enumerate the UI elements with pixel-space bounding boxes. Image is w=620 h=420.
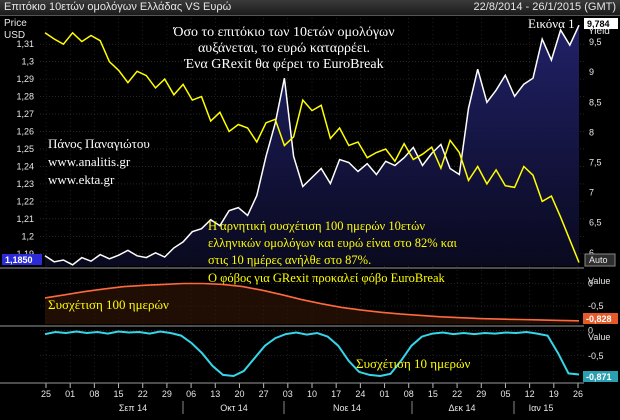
corr100-panel-label: Συσχέτιση 100 ημερών bbox=[48, 297, 169, 312]
series-lines bbox=[44, 24, 580, 378]
corr100-area bbox=[45, 283, 579, 324]
note-line-1: Η αρνητική συσχέτιση 100 ημερών 10ετών bbox=[208, 219, 425, 233]
left-axis-label-price: Price bbox=[4, 18, 27, 29]
left-tick-label: 1,27 bbox=[16, 109, 34, 119]
left-tick-label: 1,26 bbox=[16, 127, 34, 137]
corr10-tick-label: 0 bbox=[588, 326, 593, 336]
x-day-label: 27 bbox=[259, 389, 269, 399]
right-tick-label: 9 bbox=[589, 67, 594, 77]
corr10-current-value: -0,871 bbox=[586, 372, 612, 382]
headline-line-1: Όσο το επιτόκιο των 10ετών ομολόγων bbox=[172, 25, 394, 40]
x-month-label: Δεκ 14 bbox=[448, 403, 475, 413]
headline-line-2: αυξάνεται, το ευρώ καταρρέει. bbox=[198, 41, 370, 56]
current-yield-badge bbox=[584, 18, 618, 29]
yield-line bbox=[44, 24, 580, 266]
right-axis-label-yield: Yield bbox=[588, 26, 610, 37]
x-day-label: 19 bbox=[549, 389, 559, 399]
left-tick-label: 1,19 bbox=[16, 249, 34, 259]
x-day-label: 08 bbox=[89, 389, 99, 399]
x-day-label: 15 bbox=[114, 389, 124, 399]
left-tick-label: 1,23 bbox=[16, 179, 34, 189]
corr10-line bbox=[44, 330, 580, 378]
right-tick-label: 9,5 bbox=[589, 37, 602, 47]
x-month-label: Ιαν 15 bbox=[529, 403, 554, 413]
note-line-4: Ο φόβος για GRexit προκαλεί φόβο EuroBre… bbox=[208, 271, 446, 285]
x-day-label: 22 bbox=[138, 389, 148, 399]
author-site-1: www.analitis.gr bbox=[48, 154, 131, 169]
corr100-value-badge bbox=[583, 313, 618, 324]
left-tick-label: 1,22 bbox=[16, 196, 34, 206]
corr100-current-value: -0,828 bbox=[586, 314, 612, 324]
x-month-label: Νοε 14 bbox=[333, 403, 361, 413]
left-tick-label: 1,21 bbox=[16, 214, 34, 224]
right-tick-label: 8 bbox=[589, 127, 594, 137]
chart-window-title: Επιτόκιο 10ετών ομολόγων Ελλάδας VS Ευρώ bbox=[4, 1, 232, 13]
window-titlebar: Επιτόκιο 10ετών ομολόγων Ελλάδας VS Ευρώ… bbox=[0, 0, 620, 16]
x-day-label: 01 bbox=[380, 389, 390, 399]
x-day-label: 03 bbox=[283, 389, 293, 399]
left-tick-label: 1,31 bbox=[16, 39, 34, 49]
corr10-value-label: Value bbox=[588, 332, 610, 342]
corr100-line bbox=[44, 282, 580, 322]
x-day-label: 05 bbox=[500, 389, 510, 399]
yield-area-fill bbox=[45, 25, 579, 324]
corr100-tick-label: -0,5 bbox=[588, 301, 604, 311]
corr100-value-label: Value bbox=[588, 276, 610, 286]
left-axis-label-usd: USD bbox=[4, 30, 25, 41]
x-day-label: 15 bbox=[428, 389, 438, 399]
right-tick-label: 6 bbox=[589, 248, 594, 258]
note-line-3: στις 10 ημέρες ανήλθε στο 87%. bbox=[208, 253, 371, 267]
eur-usd-line bbox=[44, 31, 580, 263]
author-site-2: www.ekta.gr bbox=[48, 172, 115, 187]
left-tick-label: 1,28 bbox=[16, 92, 34, 102]
x-day-label: 22 bbox=[452, 389, 462, 399]
x-day-label: 29 bbox=[162, 389, 172, 399]
x-day-label: 01 bbox=[65, 389, 75, 399]
figure-label: Εικόνα 1 bbox=[528, 16, 575, 31]
note-line-2: ελληνικών ομολόγων και ευρώ είναι στο 82… bbox=[208, 236, 458, 250]
current-yield-value: 9,784 bbox=[587, 19, 610, 29]
corr100-tick-label: 0 bbox=[588, 279, 593, 289]
author-name: Πάνος Παναγιώτου bbox=[48, 136, 150, 151]
auto-scale-label: Auto bbox=[589, 255, 608, 265]
right-tick-label: 7,5 bbox=[589, 157, 602, 167]
left-tick-label: 1,24 bbox=[16, 161, 34, 171]
corr10-tick-label: -0,5 bbox=[588, 351, 604, 361]
right-tick-label: 6,5 bbox=[589, 218, 602, 228]
current-eur-value: 1,1850 bbox=[5, 255, 33, 265]
headline-line-3: Ένα GRexit θα φέρει το EuroBreak bbox=[183, 57, 383, 72]
x-day-label: 06 bbox=[186, 389, 196, 399]
left-tick-label: 1,2 bbox=[21, 231, 34, 241]
date-range: 22/8/2014 - 26/1/2015 (GMT) bbox=[473, 1, 616, 13]
corr10-value-badge bbox=[583, 371, 618, 382]
x-day-label: 13 bbox=[210, 389, 220, 399]
x-day-label: 20 bbox=[234, 389, 244, 399]
x-day-label: 10 bbox=[307, 389, 317, 399]
right-tick-label: 7 bbox=[589, 188, 594, 198]
left-tick-label: 1,3 bbox=[21, 57, 34, 67]
current-eur-badge bbox=[2, 254, 42, 265]
x-day-label: 26 bbox=[573, 389, 583, 399]
x-month-label: Οκτ 14 bbox=[220, 403, 248, 413]
auto-scale-button[interactable] bbox=[584, 253, 616, 267]
x-day-label: 25 bbox=[41, 389, 51, 399]
corr10-panel-label: Συσχέτιση 10 ημερών bbox=[356, 356, 471, 371]
x-day-label: 12 bbox=[525, 389, 535, 399]
axes: 1,311,31,291,281,271,261,251,241,231,221… bbox=[16, 37, 610, 414]
yield-area bbox=[45, 25, 579, 267]
x-month-label: Σεπ 14 bbox=[119, 403, 147, 413]
x-day-label: 24 bbox=[355, 389, 365, 399]
x-day-label: 17 bbox=[331, 389, 341, 399]
left-tick-label: 1,29 bbox=[16, 74, 34, 84]
right-tick-label: 8,5 bbox=[589, 97, 602, 107]
x-day-label: 29 bbox=[476, 389, 486, 399]
left-tick-label: 1,25 bbox=[16, 144, 34, 154]
x-day-label: 08 bbox=[404, 389, 414, 399]
